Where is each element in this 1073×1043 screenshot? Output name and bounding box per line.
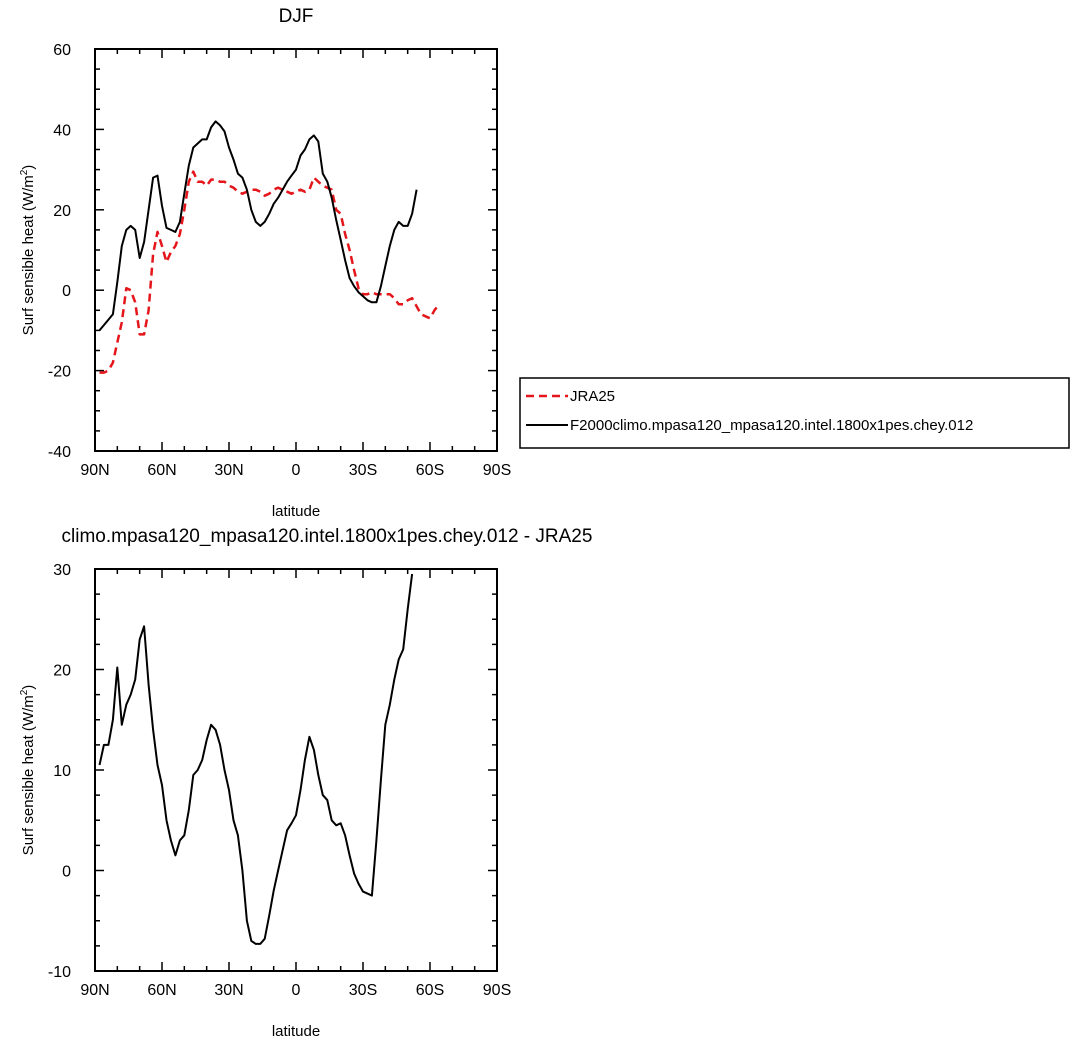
y-axis-label-close: ) <box>20 685 37 690</box>
y-tick-label: -20 <box>48 364 71 381</box>
legend-label-jra25: JRA25 <box>570 388 615 405</box>
plot-frame <box>94 48 498 452</box>
x-tick-label: 60S <box>416 982 444 999</box>
y-tick-label: 10 <box>53 763 71 780</box>
series-lines <box>98 573 414 945</box>
y-axis-label-superscript: 2 <box>19 169 30 175</box>
legend: JRA25 F2000climo.mpasa120_mpasa120.intel… <box>519 377 1070 449</box>
y-tick-label: 20 <box>53 203 71 220</box>
series-line-difference <box>98 573 414 945</box>
x-axis-label: latitude <box>272 503 320 520</box>
y-tick-label: 30 <box>53 562 71 579</box>
legend-box <box>519 377 1070 449</box>
y-axis-label: Surf sensible heat (W/m2) <box>19 685 37 856</box>
y-tick-label: -10 <box>48 964 71 981</box>
axis-ticks: 90N 60N 30N 0 30S 60S 90S -10 0 10 20 30 <box>48 562 511 999</box>
x-tick-label: 30N <box>214 462 243 479</box>
y-axis-label-superscript: 2 <box>19 689 30 695</box>
y-tick-label: -40 <box>48 444 71 461</box>
y-axis-label-text: Surf sensible heat (W/m <box>20 695 37 855</box>
axis-ticks: 90N 60N 30N 0 30S 60S 90S -40 -20 0 20 40 60 <box>48 42 511 479</box>
series-line-jra25 <box>99 170 440 374</box>
x-tick-label: 0 <box>292 462 301 479</box>
x-tick-label: 60N <box>147 462 176 479</box>
y-tick-label: 20 <box>53 663 71 680</box>
x-tick-label: 90N <box>80 982 109 999</box>
x-tick-label: 30S <box>349 982 377 999</box>
x-tick-label: 90S <box>483 462 511 479</box>
x-tick-label: 30S <box>349 462 377 479</box>
x-tick-label: 90S <box>483 982 511 999</box>
series-lines <box>98 120 440 374</box>
plot-frame <box>94 568 498 972</box>
x-tick-label: 60S <box>416 462 444 479</box>
y-tick-label: 40 <box>53 122 71 139</box>
series-line-f2000climo <box>98 120 418 332</box>
y-tick-label: 0 <box>62 283 71 300</box>
y-tick-label: 0 <box>62 864 71 881</box>
x-tick-label: 0 <box>292 982 301 999</box>
y-axis-label: Surf sensible heat (W/m2) <box>19 165 37 336</box>
y-tick-label: 60 <box>53 42 71 59</box>
x-tick-label: 90N <box>80 462 109 479</box>
x-tick-label: 60N <box>147 982 176 999</box>
legend-label-f2000: F2000climo.mpasa120_mpasa120.intel.1800x… <box>570 417 973 434</box>
y-axis-label-text: Surf sensible heat (W/m <box>20 175 37 335</box>
x-tick-label: 30N <box>214 982 243 999</box>
chart-title: climo.mpasa120_mpasa120.intel.1800x1pes.… <box>62 526 593 547</box>
x-axis-label: latitude <box>272 1023 320 1040</box>
chart-title: DJF <box>279 6 314 27</box>
y-axis-label-close: ) <box>20 165 37 170</box>
djf-panel: DJF latitude Surf sensible heat (W/m2) 9… <box>19 6 511 520</box>
difference-panel: climo.mpasa120_mpasa120.intel.1800x1pes.… <box>19 526 592 1040</box>
